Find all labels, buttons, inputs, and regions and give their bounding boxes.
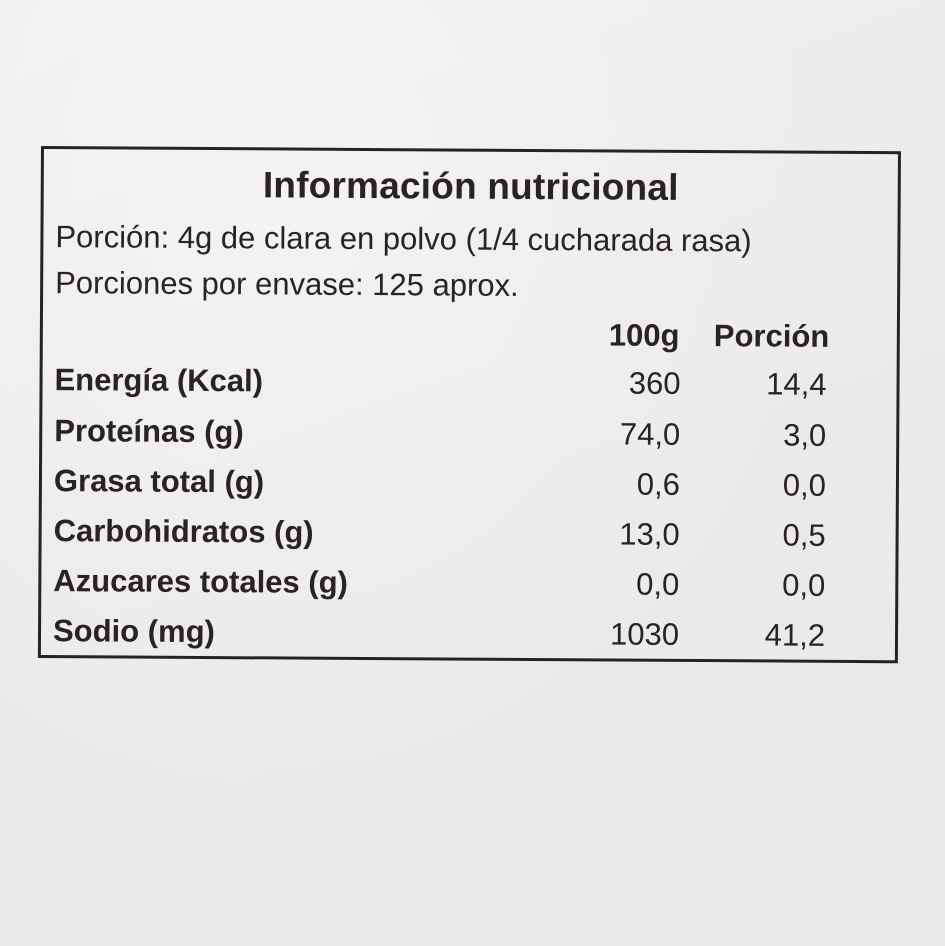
value-per-serving: 3,0 (783, 417, 827, 453)
label-title: Información nutricional (262, 164, 679, 208)
nutrition-facts-label: Información nutricional Porción: 4g de c… (37, 146, 901, 664)
value-per-100g: 0,6 (636, 466, 681, 502)
value-per-serving: 0,5 (782, 517, 826, 553)
value-per-100g: 1030 (609, 616, 680, 652)
nutrient-name: Sodio (mg) (52, 613, 216, 650)
value-per-100g: 0,0 (636, 566, 680, 602)
nutrient-name: Proteínas (g) (54, 413, 244, 450)
nutrient-name: Energía (Kcal) (54, 362, 264, 399)
column-header-100g: 100g (608, 317, 680, 353)
nutrient-row-carbohydrates: Carbohidratos (g) 13,0 0,5 (41, 513, 895, 568)
value-per-serving: 14,4 (766, 366, 827, 402)
value-per-100g: 360 (628, 365, 681, 401)
nutrient-row-sodium: Sodio (mg) 1030 41,2 (41, 613, 895, 668)
nutrient-row-total-fat: Grasa total (g) 0,6 0,0 (42, 463, 896, 518)
nutrient-name: Azucares totales (g) (53, 563, 349, 600)
nutrient-name: Carbohidratos (g) (53, 513, 314, 550)
column-header-portion: Porción (713, 318, 830, 354)
value-per-serving: 0,0 (782, 467, 827, 503)
nutrient-row-protein: Proteínas (g) 74,0 3,0 (42, 413, 896, 468)
nutrient-name: Grasa total (g) (53, 463, 265, 500)
servings-per-container-text: Porciones por envase: 125 aprox. (55, 265, 519, 303)
nutrient-row-total-sugars: Azucares totales (g) 0,0 0,0 (41, 563, 895, 618)
value-per-serving: 0,0 (782, 567, 826, 603)
value-per-serving: 41,2 (764, 617, 826, 653)
serving-size-text: Porción: 4g de clara en polvo (1/4 cucha… (55, 219, 752, 259)
nutrient-row-energy: Energía (Kcal) 360 14,4 (42, 362, 896, 417)
value-per-100g: 74,0 (619, 416, 681, 452)
value-per-100g: 13,0 (619, 516, 680, 552)
